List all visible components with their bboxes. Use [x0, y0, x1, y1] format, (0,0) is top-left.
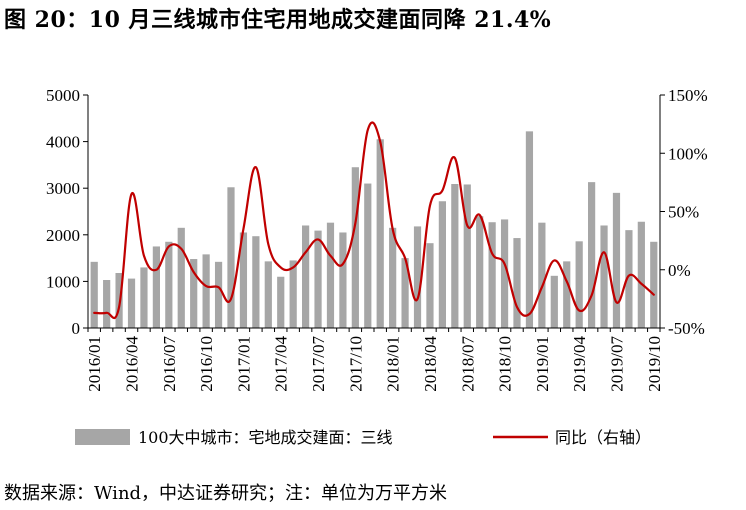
legend-line-label: 同比（右轴）	[555, 428, 651, 447]
bar	[127, 278, 136, 328]
bar	[525, 131, 534, 328]
right-tick-label: 0%	[668, 261, 691, 280]
x-tick-label: 2019/01	[533, 336, 552, 392]
left-tick-label: 1000	[46, 272, 80, 291]
bar	[438, 201, 446, 328]
bar	[364, 183, 372, 328]
bar	[538, 222, 546, 328]
x-tick-label: 2017/07	[309, 336, 328, 392]
x-tick-label: 2018/07	[458, 336, 477, 392]
left-tick-label: 0	[72, 319, 81, 338]
x-tick-label: 2016/04	[123, 336, 142, 392]
bar	[488, 222, 496, 328]
x-tick-label: 2019/10	[645, 336, 664, 392]
bar	[190, 259, 198, 328]
right-tick-label: 150%	[668, 86, 708, 105]
legend: 100大中城市：宅地成交建面：三线 同比（右轴）	[75, 428, 651, 447]
legend-bar-label: 100大中城市：宅地成交建面：三线	[138, 428, 393, 447]
x-tick-label: 2016/01	[85, 336, 104, 392]
bar	[214, 261, 223, 328]
x-tick-label: 2016/07	[160, 336, 179, 392]
x-tick-label: 2017/10	[346, 336, 365, 392]
bar	[351, 167, 359, 328]
bar	[202, 254, 210, 328]
bar	[650, 241, 658, 328]
bar-series	[90, 131, 658, 328]
bar	[413, 226, 422, 328]
left-tick-label: 4000	[46, 133, 80, 152]
bar	[600, 225, 608, 328]
x-tick-label: 2018/04	[421, 336, 440, 392]
right-tick-label: -50%	[668, 319, 705, 338]
bar	[588, 182, 596, 328]
legend-bar-swatch	[75, 429, 130, 445]
bar	[550, 275, 558, 328]
bar	[426, 243, 434, 328]
bar	[252, 236, 260, 328]
right-tick-label: 50%	[668, 203, 699, 222]
x-tick-label: 2018/10	[496, 336, 515, 392]
bar	[140, 267, 148, 328]
axes: 0 1000 2000 3000 4000 5000 -50% 0% 50% 100% 150% 20…	[46, 86, 708, 392]
bar	[625, 230, 633, 328]
left-tick-label: 5000	[46, 86, 80, 105]
x-tick-label: 2017/01	[234, 336, 253, 392]
bar	[463, 184, 471, 328]
bar	[326, 222, 335, 328]
bar	[339, 232, 347, 328]
bar	[451, 184, 459, 328]
bar	[289, 260, 297, 328]
chart-title: 图 20：10 月三线城市住宅用地成交建面同降 21.4%	[4, 7, 552, 33]
chart-area: 0 1000 2000 3000 4000 5000 -50% 0% 50% 100% 150% 20…	[46, 86, 708, 447]
bar	[575, 241, 583, 328]
bar	[90, 261, 98, 328]
right-tick-label: 100%	[668, 144, 708, 163]
bar	[177, 227, 185, 328]
left-tick-label: 2000	[46, 226, 80, 245]
x-tick-label: 2019/07	[607, 336, 626, 392]
x-tick-label: 2016/10	[197, 336, 216, 392]
bar	[563, 261, 571, 328]
bar	[389, 227, 397, 328]
x-tick-label: 2017/04	[272, 336, 291, 392]
bar	[152, 246, 160, 328]
x-tick-label: 2019/04	[570, 336, 589, 392]
bar	[227, 187, 235, 328]
left-tick-label: 3000	[46, 179, 80, 198]
source-note: 数据来源：Wind，中达证券研究；注：单位为万平方米	[4, 483, 448, 504]
bar	[513, 238, 521, 328]
bar	[302, 225, 310, 328]
bar	[165, 241, 173, 328]
bar	[637, 221, 645, 328]
bar	[376, 139, 384, 328]
bar	[612, 192, 621, 328]
bar	[103, 280, 111, 328]
x-tick-label: 2018/01	[384, 336, 403, 392]
bar	[239, 232, 248, 328]
bar	[500, 219, 509, 328]
bar	[476, 216, 484, 328]
bar	[314, 230, 322, 328]
bar	[401, 258, 409, 328]
bar	[277, 276, 285, 328]
yoy-line	[93, 121, 655, 320]
bar	[264, 261, 272, 328]
